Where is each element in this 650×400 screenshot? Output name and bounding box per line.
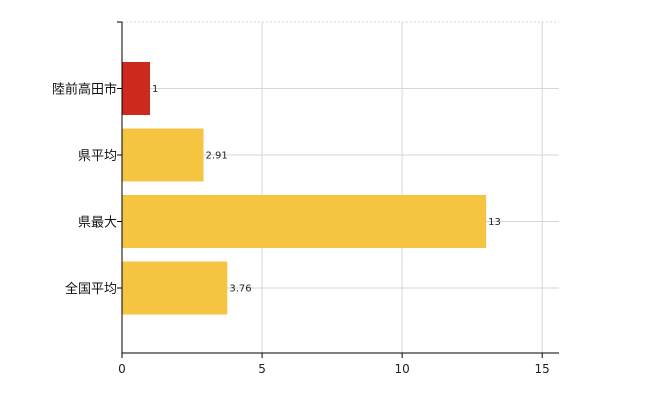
bar-1 bbox=[122, 62, 151, 115]
data-label-3: 13 bbox=[488, 217, 501, 228]
x-tick-label-1: 0 bbox=[118, 362, 126, 376]
bar-2 bbox=[122, 128, 204, 182]
category-label-4: 全国平均 bbox=[65, 281, 117, 297]
x-tick-label-3: 10 bbox=[394, 362, 409, 376]
labels: 1 陸前高田市 2.91 県平均 13 県最大 3.76 全国平均 0 5 10 15 bbox=[52, 82, 550, 377]
axes bbox=[117, 21, 559, 358]
category-label-1: 陸前高田市 bbox=[52, 82, 117, 98]
bar-3 bbox=[122, 195, 487, 248]
bars bbox=[122, 62, 487, 315]
data-label-4: 3.76 bbox=[229, 284, 251, 295]
category-label-2: 県平均 bbox=[78, 149, 117, 164]
category-label-3: 県最大 bbox=[78, 216, 117, 231]
data-label-2: 2.91 bbox=[206, 151, 228, 162]
bar-4 bbox=[122, 261, 228, 315]
data-label-1: 1 bbox=[152, 84, 158, 95]
x-tick-label-2: 5 bbox=[258, 362, 266, 376]
x-tick-label-4: 15 bbox=[535, 362, 550, 376]
